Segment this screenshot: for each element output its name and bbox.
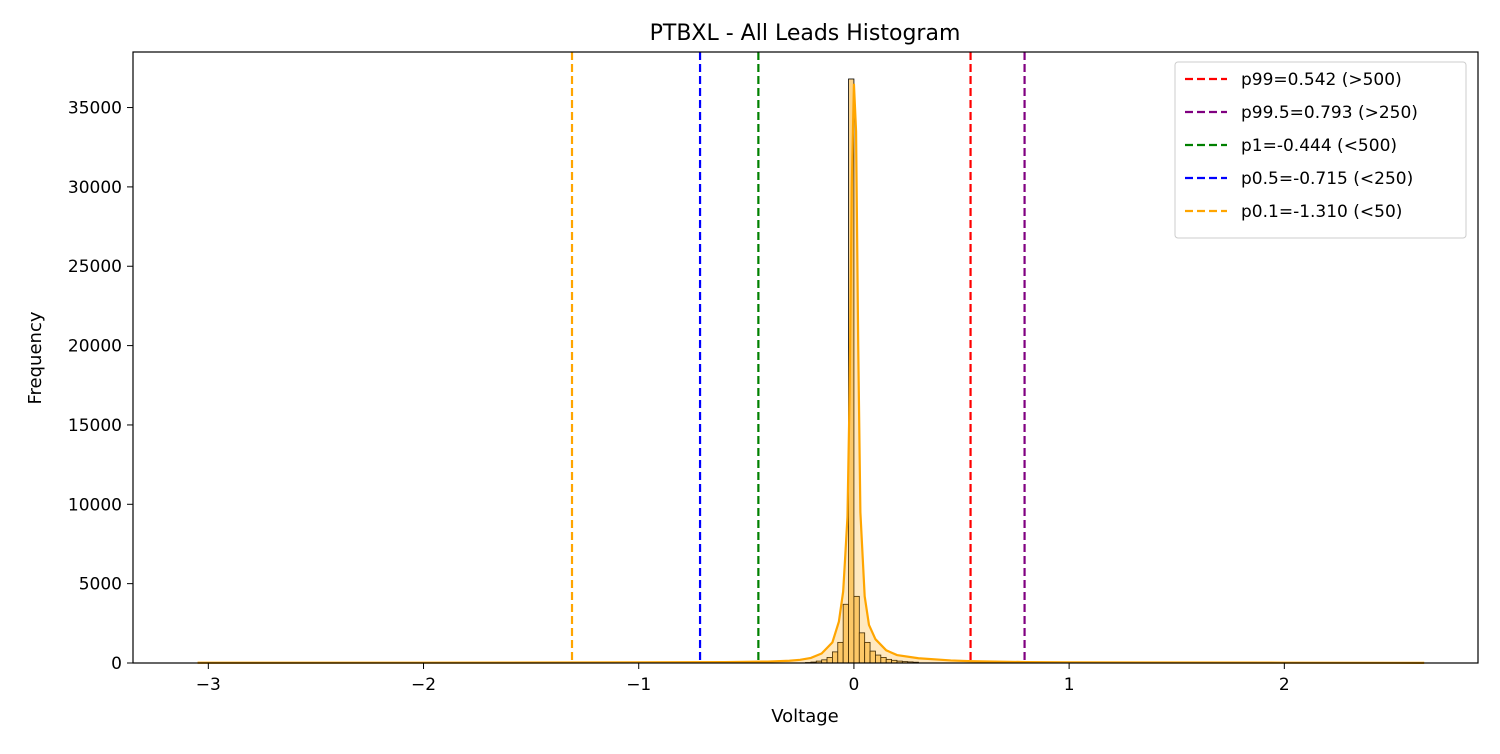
y-tick-label: 20000 [68,337,122,357]
y-tick-label: 15000 [68,416,122,436]
y-axis-label: Frequency [25,311,46,404]
legend-label: p0.5=-0.715 (<250) [1241,169,1413,189]
legend-label: p1=-0.444 (<500) [1241,136,1397,156]
y-tick-label: 25000 [68,257,122,277]
x-tick-label: 0 [849,675,860,695]
y-tick-label: 30000 [68,178,122,198]
legend-label: p0.1=-1.310 (<50) [1241,202,1402,222]
x-tick-label: 2 [1279,675,1290,695]
x-axis-label: Voltage [771,706,839,727]
legend-label: p99=0.542 (>500) [1241,70,1402,90]
y-tick-label: 35000 [68,99,122,119]
chart-title: PTBXL - All Leads Histogram [650,21,961,46]
x-tick-label: 1 [1064,675,1075,695]
legend: p99=0.542 (>500) p99.5=0.793 (>250) p1=-0.… [1175,62,1466,238]
y-tick-label: 5000 [79,575,122,595]
x-tick-label: −3 [196,675,221,695]
x-tick-label: −1 [626,675,651,695]
legend-label: p99.5=0.793 (>250) [1241,103,1418,123]
y-tick-label: 0 [111,654,122,674]
y-tick-label: 10000 [68,495,122,515]
x-tick-label: −2 [411,675,436,695]
